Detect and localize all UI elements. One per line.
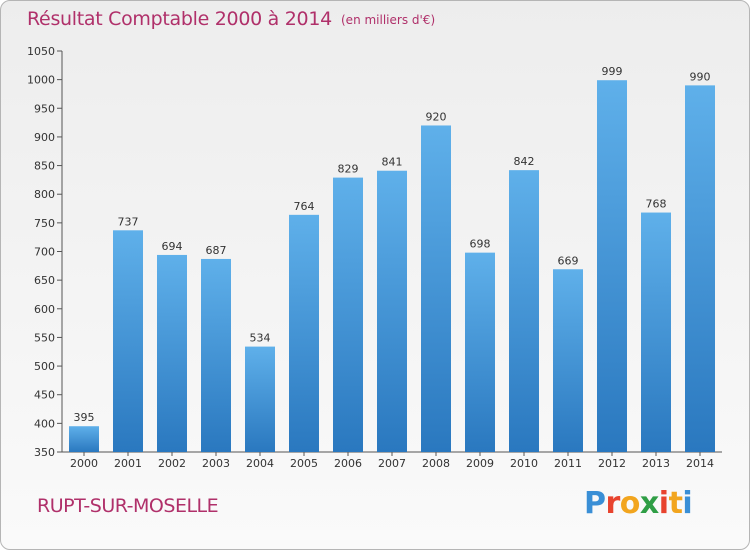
x-tick-label-2002: 2002 <box>158 457 186 470</box>
x-tick-label-2010: 2010 <box>510 457 538 470</box>
y-tick-label: 350 <box>34 446 55 459</box>
y-tick-label: 950 <box>34 102 55 115</box>
bar-2002 <box>157 254 187 452</box>
x-tick-label-2009: 2009 <box>466 457 494 470</box>
chart-subtitle: (en milliers d'€) <box>341 13 436 27</box>
chart-title: Résultat Comptable 2000 à 2014 <box>27 8 332 30</box>
x-tick-label-2004: 2004 <box>246 457 274 470</box>
bar-2004 <box>245 346 275 452</box>
value-label-2012: 999 <box>602 65 623 78</box>
y-tick-label: 750 <box>34 217 55 230</box>
value-label-2000: 395 <box>74 411 95 424</box>
value-label-2003: 687 <box>206 244 227 257</box>
value-label-2006: 829 <box>338 163 359 176</box>
bar-2011 <box>553 269 583 452</box>
logo-letter: t <box>668 486 683 521</box>
bar-2007 <box>377 170 407 452</box>
bar-2006 <box>333 177 363 452</box>
logo-letter: r <box>605 486 621 521</box>
x-tick-label-2003: 2003 <box>202 457 230 470</box>
bar-2005 <box>289 214 319 452</box>
x-tick-label-2007: 2007 <box>378 457 406 470</box>
bar-2008 <box>421 125 451 452</box>
bar-2003 <box>201 258 231 452</box>
value-label-2008: 920 <box>426 110 447 123</box>
y-tick-label: 400 <box>34 417 55 430</box>
y-tick-label: 1050 <box>27 45 55 58</box>
commune-name: RUPT-SUR-MOSELLE <box>37 495 219 517</box>
y-tick-label: 1000 <box>27 74 55 87</box>
y-tick-label: 800 <box>34 188 55 201</box>
y-tick-label: 700 <box>34 246 55 259</box>
value-label-2011: 669 <box>558 254 579 267</box>
value-label-2013: 768 <box>646 198 667 211</box>
x-tick-label-2005: 2005 <box>290 457 318 470</box>
x-tick-label-2008: 2008 <box>422 457 450 470</box>
value-label-2014: 990 <box>690 70 711 83</box>
value-label-2005: 764 <box>294 200 315 213</box>
value-label-2007: 841 <box>382 156 403 169</box>
bar-2009 <box>465 252 495 452</box>
x-tick-label-2000: 2000 <box>70 457 98 470</box>
y-tick-label: 900 <box>34 131 55 144</box>
x-tick-label-2012: 2012 <box>598 457 626 470</box>
bar-2000 <box>69 426 99 452</box>
y-tick-label: 850 <box>34 160 55 173</box>
bar-2012 <box>597 80 627 453</box>
x-tick-label-2006: 2006 <box>334 457 362 470</box>
bar-2001 <box>113 230 143 452</box>
x-tick-label-2011: 2011 <box>554 457 582 470</box>
logo-letter: o <box>619 486 641 521</box>
bar-2013 <box>641 212 671 452</box>
y-tick-label: 550 <box>34 331 55 344</box>
x-tick-label-2001: 2001 <box>114 457 142 470</box>
y-tick-label: 500 <box>34 360 55 373</box>
bar-2014 <box>685 85 715 452</box>
value-label-2001: 737 <box>118 215 139 228</box>
logo-letter: x <box>639 486 659 521</box>
x-tick-label-2013: 2013 <box>642 457 670 470</box>
value-label-2010: 842 <box>514 155 535 168</box>
logo-letter: P <box>584 486 606 521</box>
y-tick-label: 650 <box>34 274 55 287</box>
y-tick-label: 600 <box>34 303 55 316</box>
y-tick-label: 450 <box>34 389 55 402</box>
logo-letter: i <box>658 486 669 521</box>
logo-letter: i <box>682 486 693 521</box>
x-tick-label-2014: 2014 <box>686 457 714 470</box>
value-label-2002: 694 <box>162 240 183 253</box>
value-label-2004: 534 <box>250 332 271 345</box>
bar-2010 <box>509 170 539 452</box>
proxiti-logo: Proxiti <box>584 486 693 521</box>
value-label-2009: 698 <box>470 238 491 251</box>
